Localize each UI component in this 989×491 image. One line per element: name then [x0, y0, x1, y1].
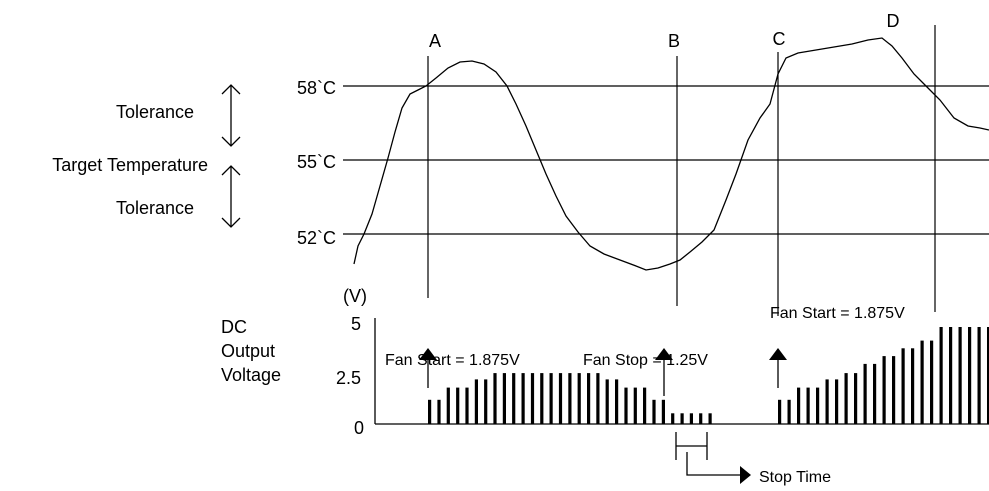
fan-start-arrow-2-icon	[769, 348, 787, 388]
pwm-bar	[939, 327, 943, 424]
pwm-bar	[474, 379, 478, 424]
pwm-bar	[968, 327, 972, 424]
pwm-bar	[699, 413, 703, 424]
pwm-bar	[596, 373, 600, 424]
fan-start-annotation-2: Fan Start = 1.875V	[770, 305, 905, 322]
pwm-bar	[901, 348, 905, 424]
voltage-title-line-2: Output	[221, 341, 275, 361]
fan-stop-annotation: Fan Stop = 1.25V	[583, 352, 708, 369]
temperature-curve	[353, 37, 989, 271]
pwm-bar	[844, 373, 848, 424]
fan-start-arrow-icon	[419, 348, 437, 388]
voltage-unit-label: (V)	[343, 286, 367, 306]
pwm-bar	[863, 363, 867, 424]
pwm-bar	[987, 327, 989, 424]
marker-b-label: B	[668, 31, 680, 51]
pwm-bar	[549, 373, 553, 424]
temp-tick-55: 55`C	[297, 152, 336, 172]
pwm-bar	[977, 327, 981, 424]
pwm-bar	[456, 387, 460, 424]
marker-d-label: D	[887, 11, 900, 31]
pwm-bar	[624, 387, 628, 424]
pwm-bar	[428, 399, 432, 425]
pwm-bar	[958, 327, 962, 424]
voltage-tick-0: 0	[354, 418, 364, 438]
pwm-bar	[778, 399, 782, 425]
tolerance-upper-arrow-icon	[221, 84, 241, 147]
voltage-title-line-1: DC	[221, 317, 247, 337]
tolerance-upper-label: Tolerance	[116, 102, 194, 122]
fan-stop-arrow-icon	[655, 348, 673, 396]
pwm-bar	[502, 373, 506, 424]
stop-time-arrow-icon	[740, 466, 751, 484]
temp-tick-52: 52`C	[297, 228, 336, 248]
pwm-bar	[540, 373, 544, 424]
pwm-bar	[558, 373, 563, 424]
pwm-bar	[825, 379, 829, 424]
pwm-bar	[530, 373, 535, 424]
pwm-bar	[892, 356, 896, 424]
stop-time-bracket	[675, 432, 740, 476]
pwm-bar	[689, 413, 693, 424]
pwm-bar	[835, 379, 839, 424]
voltage-tick-5: 5	[351, 314, 361, 334]
marker-a-label: A	[429, 31, 441, 51]
pwm-bar	[854, 373, 858, 424]
pwm-bar	[680, 413, 684, 424]
tolerance-lower-label: Tolerance	[116, 198, 194, 218]
pwm-bar	[652, 399, 656, 425]
pwm-bar	[671, 413, 675, 424]
pwm-bars	[428, 327, 989, 425]
voltage-title-line-3: Voltage	[221, 365, 281, 385]
pwm-bar	[930, 340, 934, 424]
pwm-bar	[787, 399, 791, 425]
pwm-bar	[577, 373, 581, 424]
fan-start-annotation-1: Fan Start = 1.875V	[385, 352, 520, 369]
pwm-bar	[708, 413, 712, 424]
pwm-bar	[493, 373, 497, 424]
pwm-bar	[437, 399, 441, 425]
voltage-tick-2-5: 2.5	[336, 368, 361, 388]
pwm-bar	[484, 379, 488, 424]
pwm-bar	[512, 373, 516, 424]
pwm-bar	[633, 387, 637, 424]
pwm-bar	[949, 327, 953, 424]
temp-tick-58: 58`C	[297, 78, 336, 98]
pwm-bar	[873, 363, 877, 424]
pwm-bar	[806, 387, 810, 424]
pwm-bar	[446, 387, 450, 424]
pwm-bar	[643, 387, 647, 424]
pwm-bar	[882, 356, 886, 424]
pwm-bar	[797, 387, 801, 424]
pwm-bar	[568, 373, 572, 424]
stop-time-label: Stop Time	[759, 469, 831, 486]
marker-c-label: C	[773, 29, 786, 49]
pwm-bar	[605, 379, 609, 424]
pwm-bar	[920, 340, 924, 424]
pwm-bar	[615, 379, 619, 424]
pwm-bar	[661, 399, 665, 425]
pwm-bar	[521, 373, 525, 424]
tolerance-lower-arrow-icon	[221, 165, 241, 228]
pwm-bar	[465, 387, 469, 424]
target-temperature-label: Target Temperature	[52, 155, 208, 175]
pwm-bar	[911, 348, 915, 424]
pwm-bar	[816, 387, 820, 424]
pwm-bar	[587, 373, 591, 424]
